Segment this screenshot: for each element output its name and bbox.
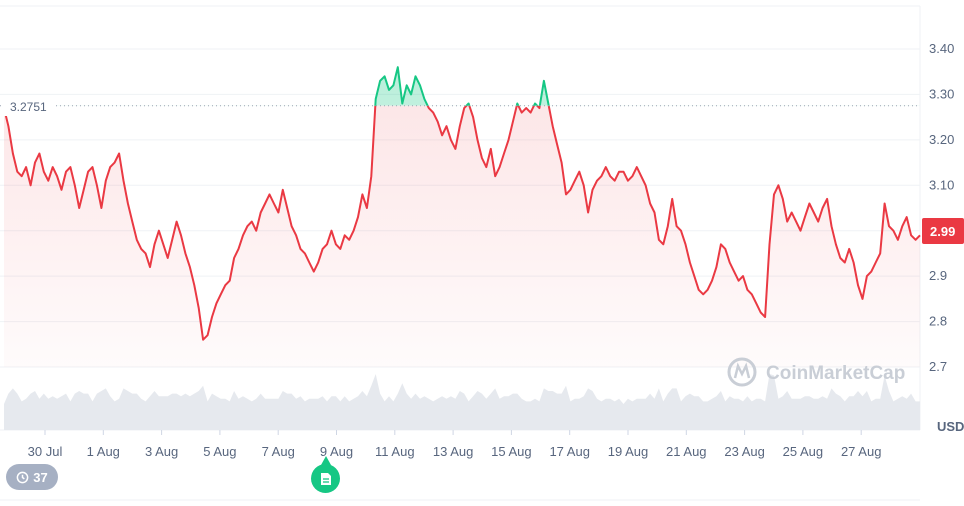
x-tick-label: 21 Aug xyxy=(666,444,707,459)
y-tick-label: 3.20 xyxy=(929,132,954,147)
y-tick-label: 2.8 xyxy=(929,314,947,329)
watermark-text: CoinMarketCap xyxy=(766,363,905,384)
document-icon xyxy=(320,472,331,485)
y-tick-label: 3.40 xyxy=(929,41,954,56)
x-tick-label: 19 Aug xyxy=(608,444,649,459)
x-tick-label: 17 Aug xyxy=(549,444,590,459)
x-tick-label: 7 Aug xyxy=(262,444,295,459)
price-line-down xyxy=(3,105,921,341)
x-tick-label: 13 Aug xyxy=(433,444,474,459)
x-tick-label: 25 Aug xyxy=(783,444,824,459)
x-tick-label: 1 Aug xyxy=(87,444,120,459)
x-tick-label: 11 Aug xyxy=(375,444,415,459)
volume-area xyxy=(4,374,920,430)
price-line xyxy=(3,66,921,341)
y-axis: 3.40 3.30 3.20 3.10 2.9 2.8 2.7 xyxy=(929,41,954,374)
x-tick-label: 5 Aug xyxy=(203,444,236,459)
x-tick-label: 3 Aug xyxy=(145,444,178,459)
x-tick-label: 15 Aug xyxy=(491,444,532,459)
price-area-below xyxy=(4,105,920,367)
current-price-label: 2.99 xyxy=(930,224,955,239)
price-fill-area xyxy=(4,67,920,367)
history-count: 37 xyxy=(33,469,48,485)
current-price-tag xyxy=(922,218,964,244)
history-icon xyxy=(16,471,29,483)
y-tick-label: 2.9 xyxy=(929,268,947,283)
y-tick-label: 3.10 xyxy=(929,177,954,192)
reference-label-bg xyxy=(2,98,56,116)
x-axis: 30 Jul 1 Aug 3 Aug 5 Aug 7 Aug 9 Aug 11 Aug 13 … xyxy=(28,430,882,459)
y-tick-label: 3.30 xyxy=(929,86,954,101)
x-tick-label: 30 Jul xyxy=(28,444,63,459)
volume-shape xyxy=(4,374,920,430)
x-tick-label: 27 Aug xyxy=(841,444,882,459)
x-tick-label: 9 Aug xyxy=(320,444,353,459)
reference-price-label: 3.2751 xyxy=(10,100,47,114)
currency-unit-label: USD xyxy=(937,419,964,434)
event-marker-pin xyxy=(321,456,331,465)
coinmarketcap-logo-icon xyxy=(727,357,757,387)
history-badge[interactable]: 37 xyxy=(6,464,58,490)
y-tick-label: 2.7 xyxy=(929,359,947,374)
x-tick-label: 23 Aug xyxy=(724,444,765,459)
event-marker-button[interactable] xyxy=(311,464,340,493)
